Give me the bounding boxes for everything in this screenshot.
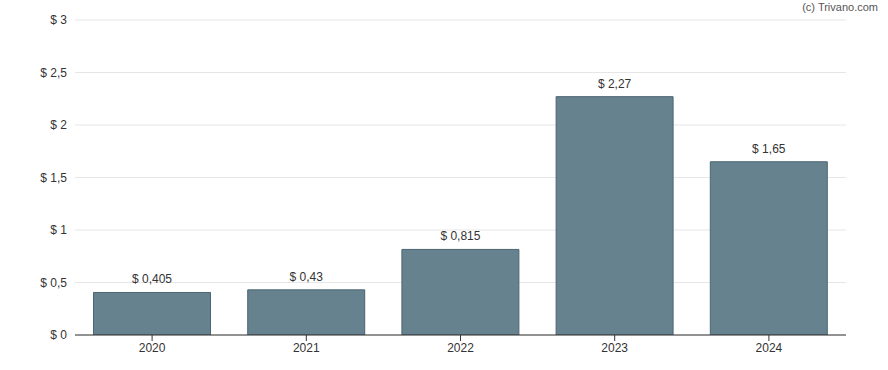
svg-text:$ 0,43: $ 0,43 <box>290 270 324 284</box>
svg-text:2022: 2022 <box>447 341 474 355</box>
svg-text:$ 3: $ 3 <box>50 13 67 27</box>
svg-text:2023: 2023 <box>601 341 628 355</box>
svg-text:$ 2,27: $ 2,27 <box>598 77 632 91</box>
svg-text:$ 0: $ 0 <box>50 328 67 342</box>
svg-text:2020: 2020 <box>139 341 166 355</box>
svg-text:$ 0,405: $ 0,405 <box>132 272 172 286</box>
html-text:(c) Trivano.com: (c) Trivano.com <box>802 1 878 13</box>
svg-text:2024: 2024 <box>756 341 783 355</box>
svg-text:$ 2,5: $ 2,5 <box>40 66 67 80</box>
svg-text:$ 0,5: $ 0,5 <box>40 276 67 290</box>
svg-text:$ 1,5: $ 1,5 <box>40 171 67 185</box>
svg-text:$ 0,815: $ 0,815 <box>440 229 480 243</box>
svg-text:$ 2: $ 2 <box>50 118 67 132</box>
svg-text:$ 1: $ 1 <box>50 223 67 237</box>
svg-text:2021: 2021 <box>293 341 320 355</box>
svg-text:$ 1,65: $ 1,65 <box>752 142 786 156</box>
